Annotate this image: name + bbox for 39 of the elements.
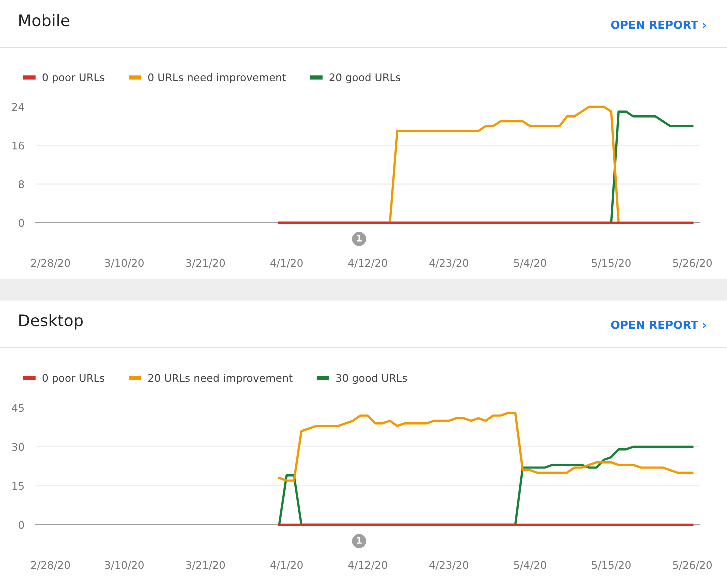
y-tick-label: 0 [18,521,24,530]
x-tick-label: 4/12/20 [348,561,388,570]
x-tick-label: 2/28/20 [31,561,70,570]
x-tick-label: 4/12/20 [348,259,388,268]
x-tick-label: 3/21/20 [186,259,226,268]
legend-label: 0 poor URLs [42,74,105,84]
y-tick-label: 30 [12,443,24,452]
legend-label: 20 good URLs [330,73,401,84]
x-tick-label: 3/21/20 [186,561,226,570]
x-tick-label: 5/4/20 [514,561,546,570]
x-tick-label: 4/1/20 [270,259,303,268]
y-tick-label: 8 [18,180,24,188]
chart-title: Desktop [20,314,83,330]
line-series [278,412,694,482]
x-tick-label: 4/23/20 [430,259,469,268]
x-tick-label: 2/28/20 [31,259,70,268]
y-tick-label: 16 [12,142,24,150]
legend-label: 20 URLs need improvement [148,374,293,384]
x-tick-label: 3/10/20 [105,561,144,570]
x-tick-label: 5/15/20 [592,561,631,570]
text: 1 [357,537,362,544]
text: 1 [357,235,362,242]
y-tick-label: 45 [12,404,24,412]
text: OPEN REPORT › [611,320,706,330]
x-tick-label: 5/26/20 [673,259,712,268]
chart-title: Mobile [20,14,70,27]
legend-label: 30 good URLs [336,374,408,384]
x-tick-label: 3/10/20 [105,259,144,268]
y-tick-label: 24 [12,103,24,111]
y-tick-label: 0 [18,219,24,228]
x-tick-label: 5/26/20 [673,561,712,570]
x-tick-label: 4/23/20 [430,561,469,570]
x-tick-label: 5/4/20 [514,259,546,268]
legend-label: 0 poor URLs [42,374,105,384]
x-tick-label: 4/1/20 [270,561,303,570]
y-tick-label: 15 [12,482,24,490]
x-tick-label: 5/15/20 [592,259,631,268]
text: OPEN REPORT › [611,20,706,30]
legend-label: 0 URLs need improvement [148,73,286,84]
